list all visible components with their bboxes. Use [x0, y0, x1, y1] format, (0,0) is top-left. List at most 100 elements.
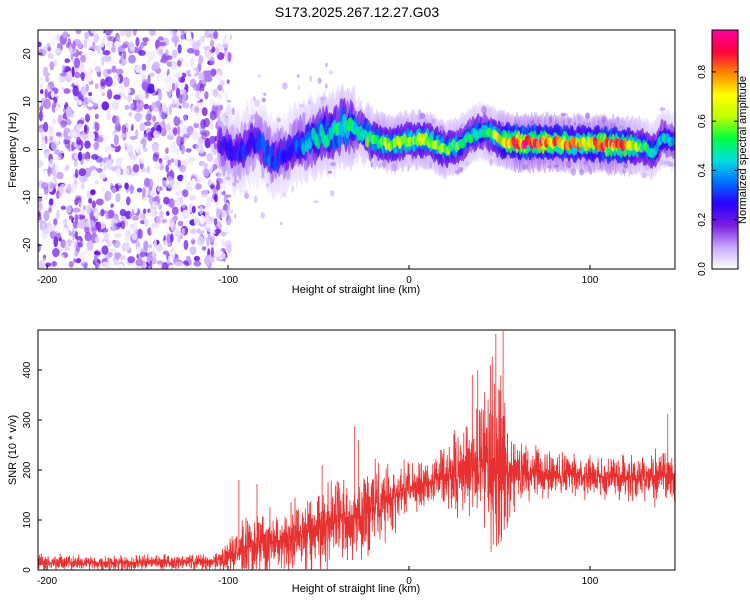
- noise-blob: [180, 34, 185, 40]
- noise-blob: [158, 41, 167, 47]
- colorbar-tick-label: 0.8: [697, 64, 708, 78]
- noise-blob: [55, 74, 61, 84]
- noise-blob: [38, 213, 42, 221]
- noise-blob: [174, 158, 178, 167]
- noise-blob: [38, 55, 45, 64]
- noise-blob: [171, 206, 179, 216]
- noise-blob: [133, 204, 138, 214]
- noise-blob: [50, 38, 57, 45]
- noise-blob: [94, 253, 98, 264]
- noise-blob: [144, 79, 150, 83]
- speckle: [659, 107, 666, 111]
- noise-blob: [216, 221, 223, 230]
- speckle: [391, 163, 397, 172]
- noise-blob: [128, 150, 134, 158]
- noise-blob: [174, 197, 183, 206]
- noise-blob: [177, 44, 182, 54]
- speckle: [263, 92, 267, 96]
- noise-blob: [156, 215, 162, 225]
- noise-blob: [114, 232, 122, 239]
- noise-blob: [181, 102, 190, 109]
- noise-blob: [148, 178, 154, 190]
- noise-blob: [66, 70, 73, 80]
- noise-blob: [168, 105, 173, 116]
- noise-blob: [216, 52, 225, 60]
- noise-blob: [177, 125, 181, 136]
- noise-blob: [111, 219, 115, 230]
- noise-blob: [91, 102, 99, 108]
- spectrogram-heatmap: [38, 30, 675, 269]
- noise-blob: [127, 97, 131, 103]
- noise-blob: [53, 218, 58, 226]
- noise-blob: [142, 208, 147, 214]
- noise-blob: [109, 36, 116, 42]
- noise-blob: [147, 208, 151, 213]
- noise-blob: [60, 72, 68, 77]
- noise-blob: [44, 252, 49, 257]
- noise-blob: [47, 226, 54, 232]
- noise-blob: [115, 157, 123, 166]
- noise-blob: [85, 220, 91, 228]
- noise-blob: [154, 81, 158, 92]
- noise-blob: [152, 115, 157, 123]
- noise-blob: [122, 216, 127, 221]
- noise-blob: [54, 105, 60, 114]
- noise-blob: [166, 134, 174, 141]
- noise-blob: [203, 237, 208, 242]
- noise-blob: [42, 66, 49, 77]
- noise-blob: [171, 35, 180, 44]
- noise-blob: [210, 232, 214, 238]
- noise-blob: [68, 261, 74, 268]
- speckle: [619, 125, 624, 129]
- noise-blob: [192, 130, 199, 141]
- noise-blob: [81, 76, 85, 82]
- noise-blob: [172, 127, 178, 136]
- noise-blob: [204, 255, 211, 266]
- noise-blob: [178, 71, 183, 78]
- noise-blob: [103, 55, 112, 62]
- noise-blob: [95, 221, 102, 231]
- noise-blob: [113, 94, 121, 100]
- noise-blob: [227, 52, 232, 62]
- y-tick-label: 20: [22, 48, 33, 60]
- noise-blob: [213, 218, 218, 226]
- noise-blob: [194, 106, 200, 113]
- speckle: [291, 185, 295, 193]
- colorbar: 0.0 0.2 0.4 0.6 0.8 Normalized spectral ampl…: [697, 29, 749, 276]
- noise-blob: [116, 222, 123, 228]
- speckle: [299, 103, 305, 108]
- noise-blob: [183, 260, 189, 265]
- noise-blob: [95, 264, 99, 269]
- speckle: [666, 160, 673, 167]
- speckle: [257, 74, 262, 78]
- noise-blob: [152, 153, 159, 162]
- speckle: [325, 83, 328, 89]
- noise-blob: [105, 259, 112, 269]
- noise-blob: [194, 49, 200, 57]
- speckle: [623, 161, 628, 169]
- noise-blob: [53, 226, 58, 232]
- speckle: [297, 84, 301, 91]
- noise-blob: [135, 36, 140, 47]
- speckle: [282, 192, 285, 198]
- noise-blob: [214, 228, 222, 234]
- noise-blob: [43, 103, 51, 109]
- noise-blob: [118, 59, 123, 64]
- noise-blob: [71, 66, 75, 78]
- noise-blob: [62, 31, 69, 39]
- snr-panel: -200 -100 0 100 0 100 200 300 400 Height of str…: [7, 329, 676, 595]
- noise-blob: [38, 243, 41, 253]
- noise-blob: [47, 52, 54, 60]
- colorbar-frame: [711, 29, 739, 270]
- speckle: [309, 75, 313, 83]
- noise-blob: [80, 182, 85, 190]
- noise-blob: [115, 68, 124, 75]
- noise-blob: [207, 179, 212, 187]
- y-tick-label: 0: [22, 567, 33, 573]
- noise-blob: [80, 55, 86, 63]
- noise-blob: [73, 158, 78, 167]
- noise-blob: [153, 239, 157, 248]
- noise-blob: [77, 151, 83, 162]
- noise-blob: [81, 153, 89, 160]
